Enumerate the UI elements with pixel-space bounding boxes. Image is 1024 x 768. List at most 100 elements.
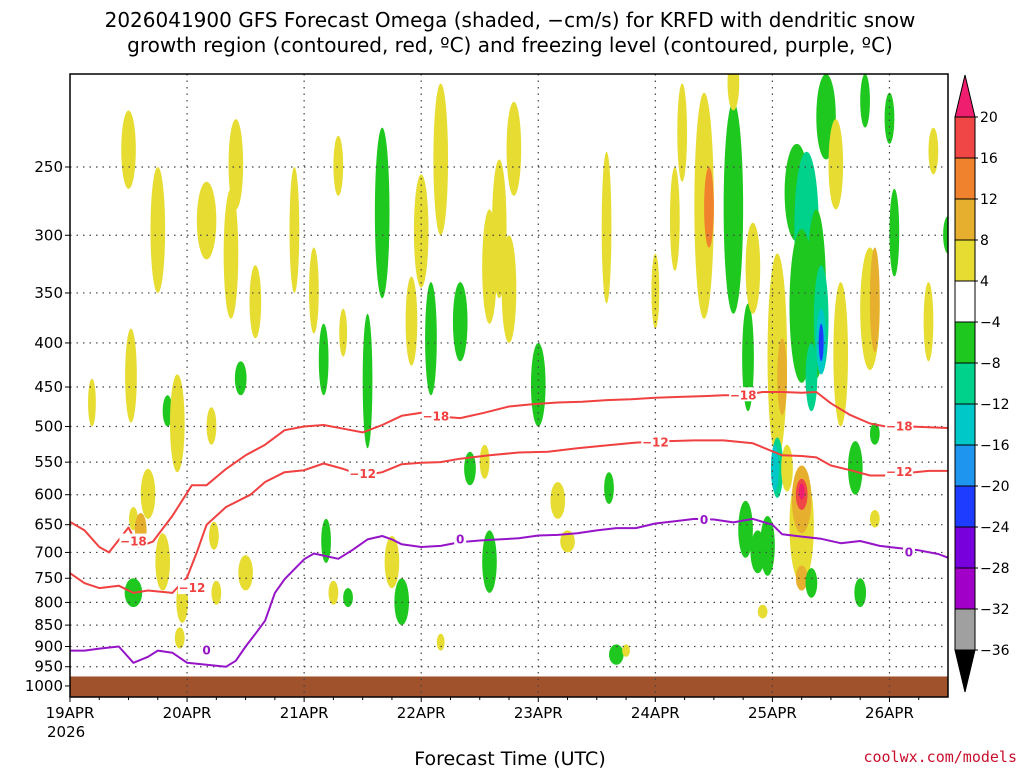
omega-shade-cell bbox=[604, 472, 614, 504]
x-tick-label: 22APR bbox=[397, 704, 446, 722]
omega-shade-cell bbox=[339, 308, 348, 357]
omega-shade-cell bbox=[309, 247, 319, 334]
y-tick-label: 400 bbox=[34, 334, 63, 352]
omega-shade-cell bbox=[745, 222, 761, 314]
colorbar-swatch bbox=[954, 239, 976, 282]
omega-shade-cell bbox=[854, 578, 867, 608]
colorbar-swatch bbox=[954, 280, 976, 323]
colorbar-tick-label: 8 bbox=[980, 233, 989, 249]
credit-text: coolwx.com/models bbox=[863, 748, 1017, 766]
omega-shade-cell bbox=[228, 119, 244, 210]
colorbar-tick-label: −8 bbox=[980, 356, 1001, 372]
contour-lines: −18 −18 −18 −18 −12 −12 −12 −12 0 0 0 0 bbox=[70, 387, 948, 668]
omega-shade-cell bbox=[833, 282, 849, 427]
x-tick-label: 23APR bbox=[514, 704, 563, 722]
omega-shade-cell bbox=[742, 303, 754, 412]
omega-shade-cell bbox=[362, 313, 373, 449]
omega-shade-cell bbox=[805, 568, 818, 598]
omega-shade-cell bbox=[560, 530, 575, 553]
colorbar-tick-label: 12 bbox=[980, 192, 998, 208]
omega-shade-cell bbox=[121, 110, 136, 189]
x-tick-label: 21APR bbox=[280, 704, 329, 722]
omega-shade-cell bbox=[795, 565, 808, 591]
omega-shade-cell bbox=[223, 188, 239, 319]
contour-label--18: −18 bbox=[730, 388, 757, 402]
omega-shading bbox=[88, 74, 1002, 665]
contour-label-bg bbox=[885, 418, 914, 433]
omega-shade-cell bbox=[211, 580, 222, 605]
omega-shade-cell bbox=[869, 247, 880, 353]
omega-shade-cell bbox=[928, 127, 939, 175]
contour-label-0: 0 bbox=[700, 513, 708, 527]
omega-shade-cell bbox=[343, 588, 353, 608]
omega-shade-cell bbox=[452, 282, 468, 362]
x-axis-ticks: 19APR 20APR 21APR 22APR 23APR 24APR 25APR 26APR bbox=[46, 697, 920, 722]
y-tick-label: 800 bbox=[34, 593, 63, 611]
contour-label-0: 0 bbox=[456, 532, 464, 546]
contour-label-bg bbox=[885, 464, 914, 479]
x-tick-label: 20APR bbox=[163, 704, 212, 722]
omega-shade-cell bbox=[249, 265, 262, 339]
colorbar-swatch bbox=[954, 567, 976, 610]
omega-shade-cell bbox=[333, 135, 344, 196]
omega-shade-cell bbox=[869, 422, 880, 445]
contour-label-bg bbox=[421, 408, 450, 423]
omega-shade-cell bbox=[374, 127, 390, 299]
omega-shade-cell bbox=[482, 530, 497, 593]
y-axis-ticks: 250 300 350 400 450 500 550 600 650 700 750 800 850 9… bbox=[25, 158, 70, 695]
omega-shade-cell bbox=[464, 451, 476, 486]
omega-shade-cell bbox=[405, 276, 418, 366]
contour-line--12 bbox=[70, 439, 948, 594]
omega-shade-cell bbox=[234, 361, 247, 396]
omega-shade-cell bbox=[501, 235, 517, 343]
y-tick-label: 250 bbox=[34, 158, 63, 176]
omega-shade-cell bbox=[550, 482, 566, 519]
colorbar-tick-label: −16 bbox=[980, 438, 1010, 454]
omega-shade-cell bbox=[992, 203, 1002, 242]
contour-label--12: −12 bbox=[349, 467, 376, 481]
omega-shade-cell bbox=[848, 441, 863, 495]
omega-shade-cell bbox=[88, 378, 96, 427]
colorbar-swatch bbox=[954, 403, 976, 446]
omega-shade-cell bbox=[694, 92, 714, 319]
contour-label-bg bbox=[119, 533, 148, 548]
omega-shade-cell bbox=[150, 167, 166, 293]
x-axis-label: Forecast Time (UTC) bbox=[414, 748, 605, 768]
omega-shade-cell bbox=[943, 216, 948, 254]
omega-shade-cell bbox=[760, 515, 775, 576]
x-tick-label: 25APR bbox=[748, 704, 797, 722]
colorbar-tick-label: 20 bbox=[980, 110, 998, 126]
chart-title-line-1: 2026041900 GFS Forecast Omega (shaded, −… bbox=[105, 8, 916, 32]
colorbar: 20 16 12 8 4 −4 −8 −12 −16 −20 −24 −28 −32 −36 bbox=[954, 74, 1010, 693]
omega-shade-cell bbox=[651, 253, 660, 329]
omega-shade-cell bbox=[669, 167, 680, 271]
omega-shade-cell bbox=[506, 101, 522, 196]
y-tick-label: 850 bbox=[34, 616, 63, 634]
contour-label-bg bbox=[348, 466, 377, 481]
omega-shade-cell bbox=[777, 338, 788, 416]
omega-shade-cell bbox=[155, 533, 170, 591]
omega-shade-cell bbox=[884, 92, 895, 144]
omega-shade-cell bbox=[125, 328, 137, 423]
omega-shade-cell bbox=[209, 521, 219, 550]
contour-label-bg bbox=[698, 512, 711, 527]
omega-shade-cell bbox=[770, 444, 779, 492]
omega-shade-cell bbox=[394, 578, 410, 626]
colorbar-swatch bbox=[954, 526, 976, 569]
contour-label-bg bbox=[902, 544, 915, 559]
colorbar-swatch bbox=[954, 116, 976, 159]
contour-label-bg bbox=[177, 580, 206, 595]
contour-label--18: −18 bbox=[120, 535, 147, 549]
contour-label-bg bbox=[641, 434, 670, 449]
contour-label-bg bbox=[729, 387, 758, 402]
omega-shade-cell bbox=[757, 604, 768, 619]
y-tick-label: 500 bbox=[34, 417, 63, 435]
omega-shade-cell bbox=[923, 282, 934, 362]
colorbar-tick-label: −32 bbox=[980, 602, 1010, 618]
omega-shade-cell bbox=[723, 101, 744, 314]
y-tick-label: 750 bbox=[34, 569, 63, 587]
x-tick-label: 26APR bbox=[865, 704, 914, 722]
omega-shade-cell bbox=[601, 151, 612, 304]
omega-shade-cell bbox=[436, 633, 445, 651]
